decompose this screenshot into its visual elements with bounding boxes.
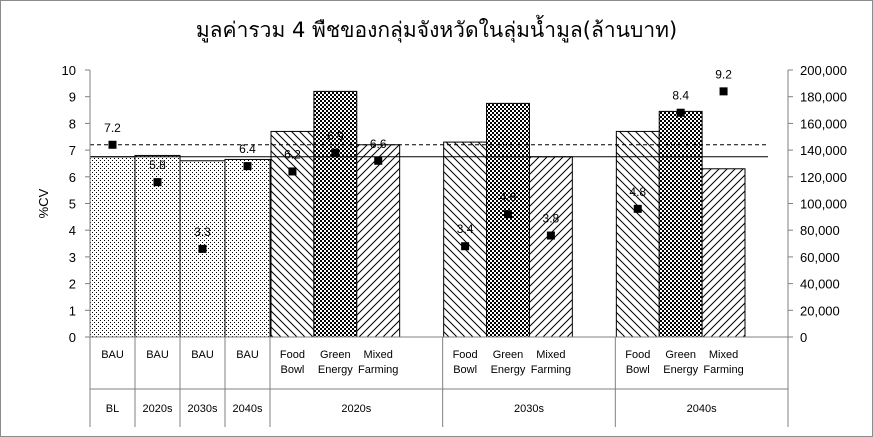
cv-data-label: 6.2: [284, 147, 301, 161]
bar: [356, 144, 401, 338]
y2-tick-label: 160,000: [800, 116, 847, 131]
cv-data-label: 3.4: [457, 222, 474, 236]
y2-tick-label: 180,000: [800, 90, 847, 105]
cv-marker: [719, 87, 728, 96]
category-label: Green: [493, 349, 524, 361]
group-label: BL: [106, 403, 119, 415]
group-label: 2040s: [687, 403, 717, 415]
cv-marker: [546, 231, 555, 240]
cv-markers: 7.2 5.8 3.3 6.4 6.2 6.9 6.6 3.4 4.6 3.8 4.8 8.4 9.2: [104, 67, 732, 253]
y-tick-label: 8: [69, 116, 76, 131]
category-label: BAU: [236, 349, 259, 361]
cv-data-label: 6.9: [327, 129, 344, 143]
y-tick-label: 10: [62, 63, 76, 78]
bar: [270, 130, 315, 338]
y-tick-label: 6: [69, 170, 76, 185]
cv-marker: [633, 204, 642, 213]
bar: [443, 141, 488, 338]
cv-data-label: 3.3: [194, 225, 211, 239]
category-label: Food: [280, 349, 305, 361]
y-tick-label: 7: [69, 143, 76, 158]
y2-tick-label: 140,000: [800, 143, 847, 158]
category-label: Energy: [491, 364, 526, 376]
category-label: BAU: [191, 349, 214, 361]
category-label: Mixed: [364, 349, 393, 361]
category-label: Food: [625, 349, 650, 361]
bar: [313, 90, 358, 338]
cv-marker: [676, 108, 685, 117]
category-label: Bowl: [281, 364, 305, 376]
cv-data-label: 6.6: [370, 137, 387, 151]
cv-marker: [198, 244, 207, 253]
y2-tick-label: 20,000: [800, 303, 840, 318]
cv-data-label: 9.2: [715, 67, 732, 81]
group-label: 2020s: [341, 403, 371, 415]
category-axis: BAU BL BAU 2020s BAU 2030s BAU 2040s Food Bowl Gre…: [89, 337, 789, 427]
category-label: Mixed: [709, 349, 738, 361]
cv-marker: [108, 140, 117, 149]
category-label: Mixed: [536, 349, 565, 361]
y2-tick-label: 0: [800, 330, 807, 345]
group-label: 2040s: [233, 403, 263, 415]
cv-marker: [331, 148, 340, 157]
bar: [89, 156, 136, 338]
category-label: BAU: [146, 349, 169, 361]
bar-layer: [89, 90, 746, 338]
y2-tick-label: 100,000: [800, 197, 847, 212]
cv-marker: [504, 210, 512, 219]
cv-data-label: 8.4: [672, 89, 689, 103]
category-label: Farming: [358, 364, 398, 376]
group-label: 2020s: [143, 403, 173, 415]
category-label: Bowl: [626, 364, 650, 376]
bar: [658, 110, 703, 338]
category-label: BAU: [101, 349, 124, 361]
y2-tick-label: 40,000: [800, 277, 840, 292]
category-label: Farming: [531, 364, 571, 376]
category-label: Energy: [663, 364, 698, 376]
category-label: Green: [320, 349, 351, 361]
group-label: 2030s: [188, 403, 218, 415]
bar: [615, 130, 660, 338]
cv-data-label: 7.2: [104, 121, 121, 135]
y-tick-label: 5: [69, 197, 76, 212]
bar: [486, 102, 530, 338]
cv-marker: [153, 178, 162, 187]
group-label: 2030s: [514, 403, 544, 415]
y-tick-label: 4: [69, 223, 76, 238]
bar: [528, 156, 573, 338]
category-label: Bowl: [453, 364, 477, 376]
category-label: Farming: [703, 364, 743, 376]
y2-tick-label: 80,000: [800, 223, 840, 238]
cv-data-label: 4.6: [500, 190, 517, 204]
bar: [701, 168, 746, 338]
cv-data-label: 4.8: [629, 185, 646, 199]
reference-lines: [90, 144, 768, 158]
cv-data-label: 6.4: [239, 142, 256, 156]
y-tick-label: 0: [69, 330, 76, 345]
y-tick-label: 3: [69, 250, 76, 265]
y-axis-title: %CV: [36, 188, 51, 218]
cv-marker: [461, 242, 470, 251]
cv-marker: [243, 162, 252, 171]
chart-title: มูลค่ารวม 4 พืชของกลุ่มจังหวัดในลุ่มน้ำม…: [195, 18, 678, 42]
y-tick-label: 1: [69, 303, 76, 318]
cv-data-label: 5.8: [149, 158, 166, 172]
y2-tick-label: 120,000: [800, 170, 847, 185]
bar: [224, 158, 271, 338]
cv-marker: [288, 167, 297, 176]
y-tick-label: 9: [69, 90, 76, 105]
category-label: Green: [665, 349, 696, 361]
axes: 0 1 2 3 4 5 6 7 8 9 10 0 20,000 40,000 60,000 80,000 100…: [36, 63, 847, 345]
y-tick-label: 2: [69, 277, 76, 292]
cv-data-label: 3.8: [543, 212, 560, 226]
category-label: Energy: [318, 364, 353, 376]
cv-marker: [374, 156, 383, 165]
category-label: Food: [453, 349, 478, 361]
y2-tick-label: 60,000: [800, 250, 840, 265]
y2-tick-label: 200,000: [800, 63, 847, 78]
